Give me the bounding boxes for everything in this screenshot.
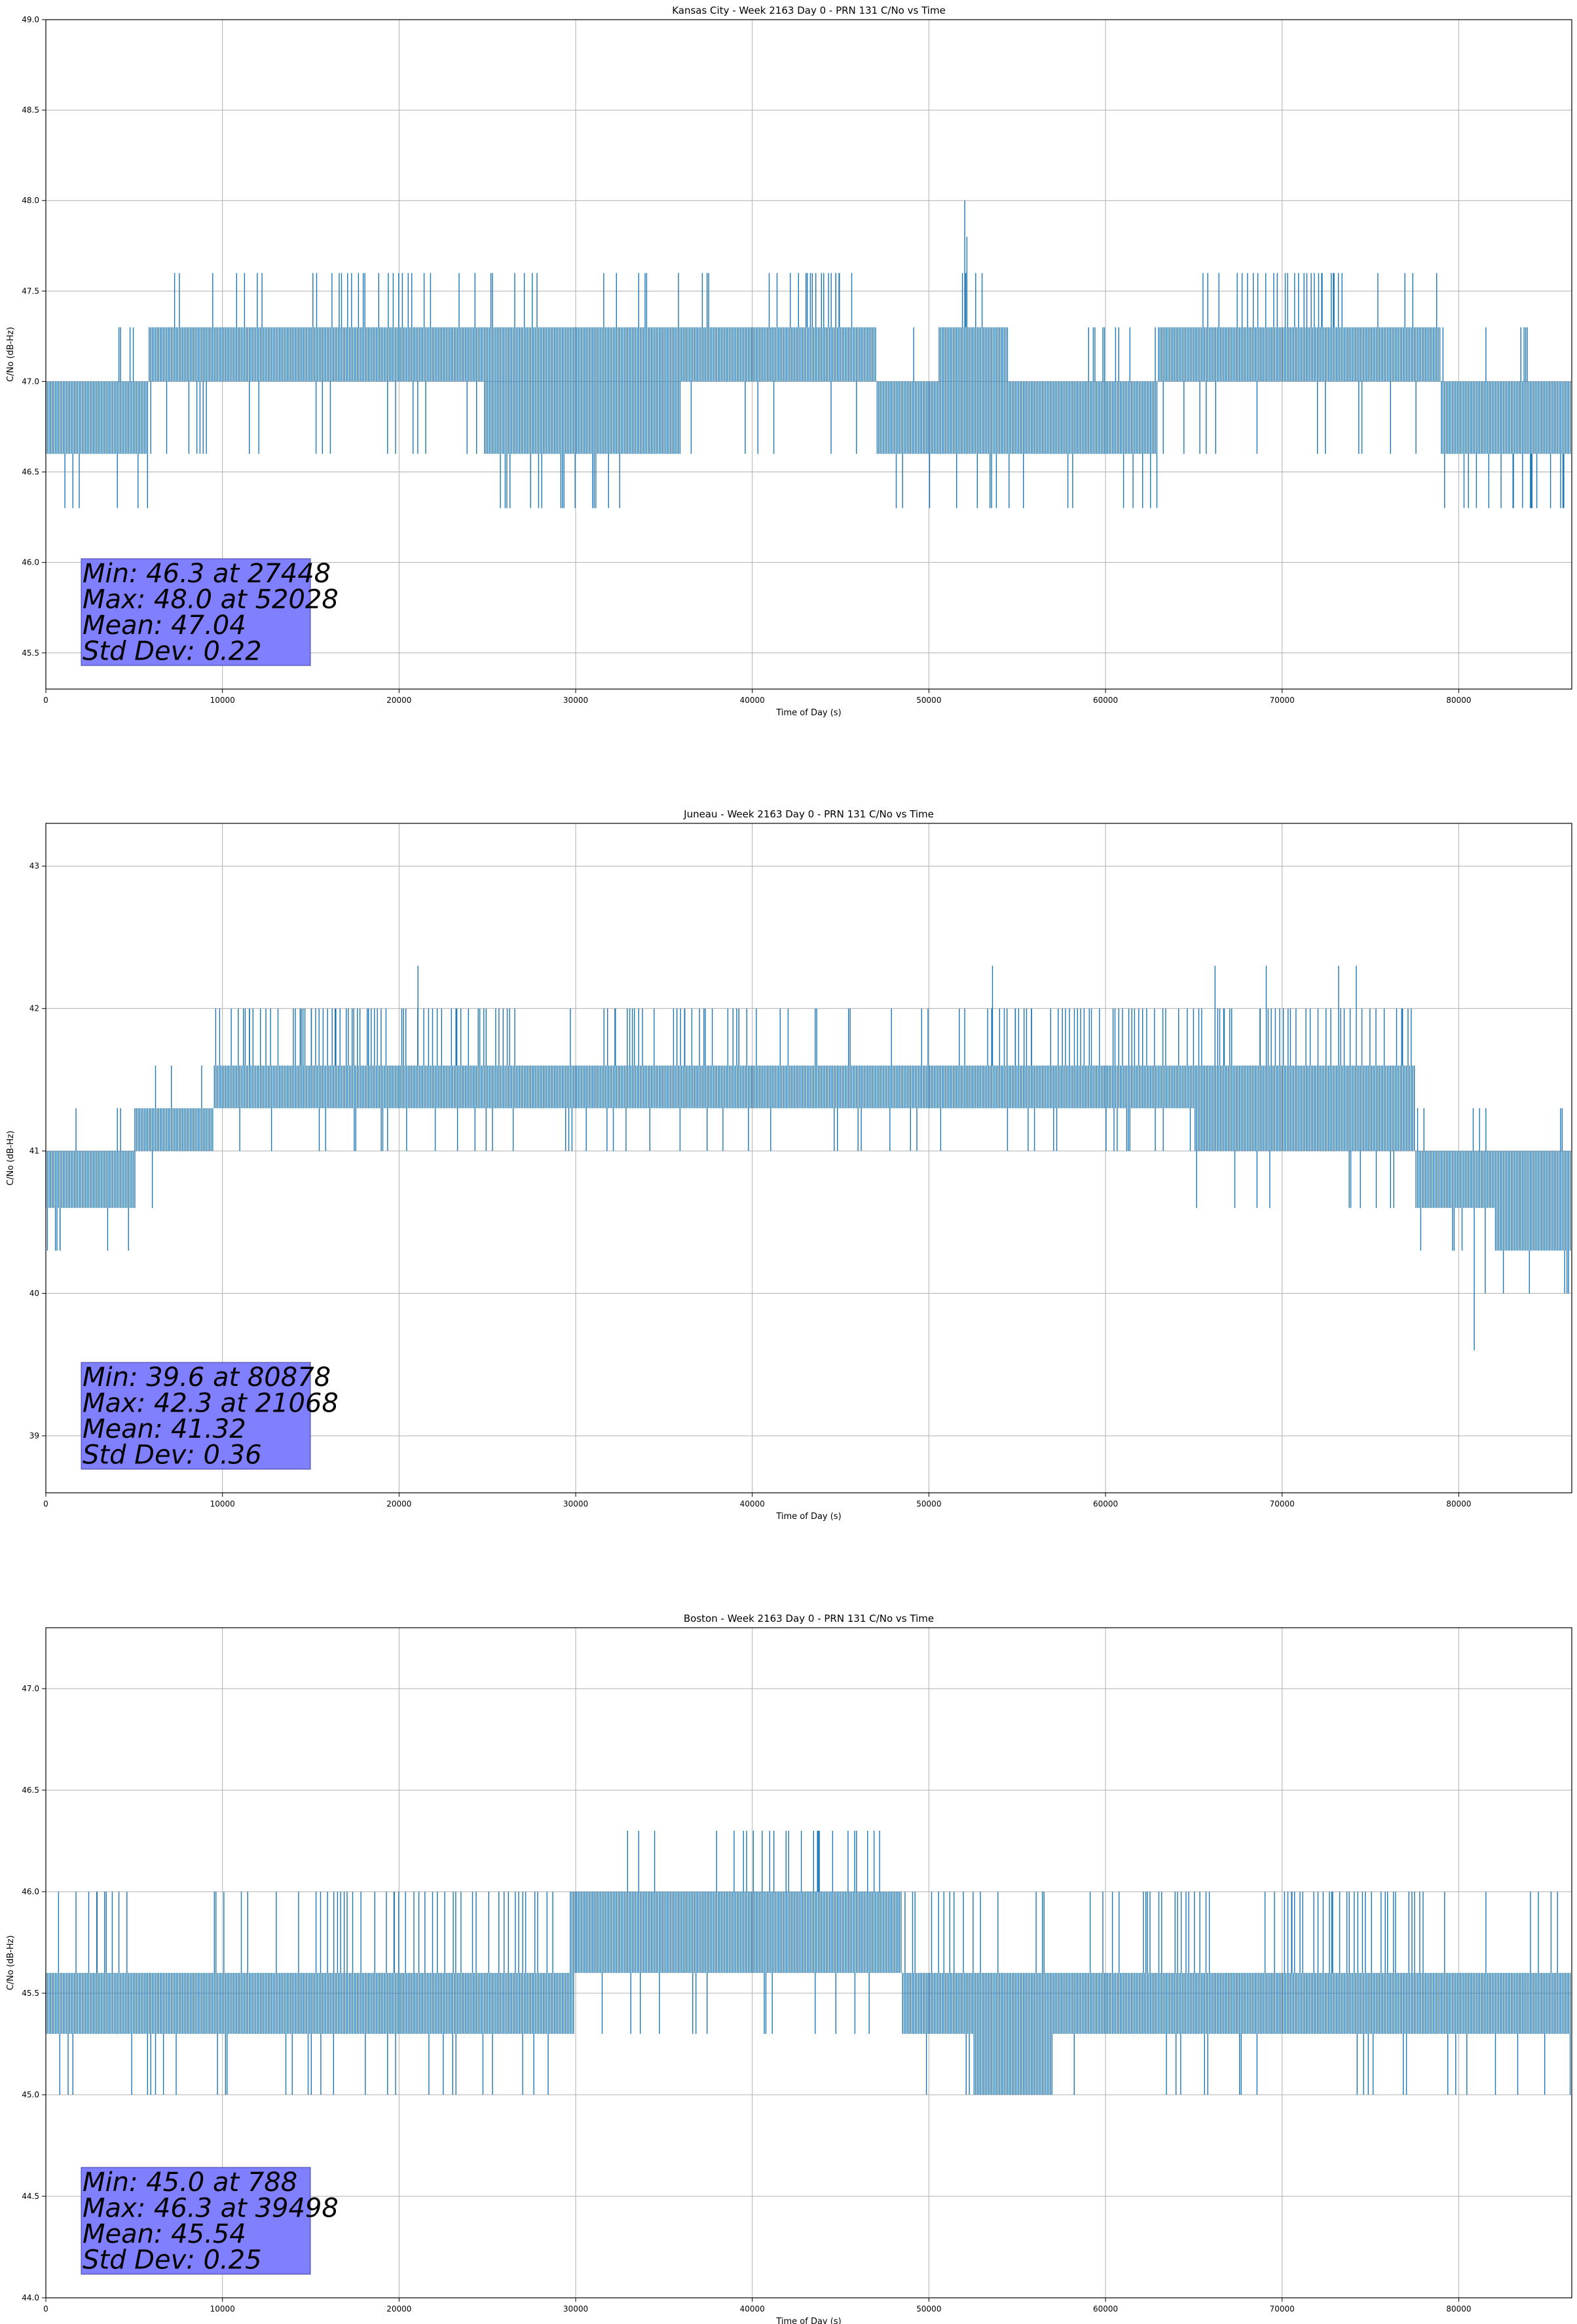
x-axis-label: Time of Day (s) [775,2317,841,2324]
x-tick-label: 30000 [563,2304,588,2314]
x-tick-label: 0 [43,696,48,705]
stats-line: Std Dev: 0.22 [83,637,262,667]
y-tick-label: 46.5 [22,468,39,477]
x-tick-label: 20000 [386,1499,411,1509]
x-tick-label: 0 [43,1499,48,1509]
x-tick-label: 30000 [563,1499,588,1509]
stats-line: Std Dev: 0.25 [83,2245,262,2276]
y-tick-label: 47.0 [22,1684,39,1693]
stats-line: Min: 46.3 at 27448 [83,559,331,589]
y-tick-label: 45.5 [22,1989,39,1998]
x-tick-label: 50000 [916,696,941,705]
y-tick-label: 48.5 [22,105,39,115]
x-axis-label: Time of Day (s) [775,708,841,718]
chart-2: 0 10000 20000 30000 40000 50000 60000 70000 8000… [6,1613,1572,2324]
stats-line: Mean: 41.32 [83,1414,246,1444]
y-axis-label: C/No (dB-Hz) [6,327,16,382]
y-tick-label: 40 [29,1289,39,1298]
x-tick-label: 40000 [740,1499,765,1509]
y-axis-label: C/No (dB-Hz) [6,1936,16,1991]
y-tick-label: 42 [29,1004,39,1013]
stats-line: Max: 46.3 at 39498 [83,2194,339,2224]
x-tick-label: 70000 [1270,1499,1295,1509]
y-tick-label: 49.0 [22,15,39,24]
x-tick-label: 70000 [1270,696,1295,705]
chart-1: 0 10000 20000 30000 40000 50000 60000 70000 8000… [6,808,1572,1522]
x-tick-label: 50000 [916,2304,941,2314]
stats-line: Mean: 47.04 [83,610,246,641]
stats-line: Min: 39.6 at 80878 [83,1362,331,1393]
x-tick-label: 80000 [1446,1499,1471,1509]
x-tick-label: 10000 [210,2304,235,2314]
x-tick-label: 0 [43,2304,48,2314]
x-tick-label: 40000 [740,696,765,705]
stats-line: Min: 45.0 at 788 [83,2167,297,2198]
x-tick-label: 60000 [1093,1499,1118,1509]
x-tick-label: 60000 [1093,2304,1118,2314]
stats-box [81,2167,311,2275]
x-tick-label: 50000 [916,1499,941,1509]
y-tick-label: 45.5 [22,648,39,658]
y-tick-label: 43 [29,861,39,871]
x-tick-label: 20000 [386,696,411,705]
y-tick-label: 39 [29,1431,39,1440]
stats-line: Std Dev: 0.36 [83,1440,262,1471]
y-tick-label: 47.5 [22,286,39,295]
x-tick-label: 20000 [386,2304,411,2314]
axes-frame [45,823,1572,1493]
x-tick-label: 70000 [1270,2304,1295,2314]
x-axis-label: Time of Day (s) [775,1512,841,1522]
stats-line: Mean: 45.54 [83,2219,246,2249]
y-tick-label: 47.0 [22,377,39,386]
chart-title: Juneau - Week 2163 Day 0 - PRN 131 C/No … [683,808,934,820]
x-tick-label: 80000 [1446,696,1471,705]
y-tick-label: 48.0 [22,196,39,205]
x-tick-label: 40000 [740,2304,765,2314]
x-tick-label: 80000 [1446,2304,1471,2314]
y-tick-label: 46.0 [22,558,39,567]
chart-title: Kansas City - Week 2163 Day 0 - PRN 131 … [672,5,946,16]
y-tick-label: 46.0 [22,1887,39,1896]
y-tick-label: 46.5 [22,1786,39,1795]
x-tick-label: 10000 [210,696,235,705]
x-tick-label: 10000 [210,1499,235,1509]
axes-frame [45,19,1572,690]
chart-title: Boston - Week 2163 Day 0 - PRN 131 C/No … [684,1613,934,1624]
y-tick-label: 44.0 [22,2293,39,2302]
stats-box [81,1362,311,1470]
stats-box [81,558,311,666]
stats-line: Max: 42.3 at 21068 [83,1389,339,1419]
axes-frame [45,1627,1572,2298]
y-axis-label: C/No (dB-Hz) [6,1131,16,1186]
y-tick-label: 41 [29,1146,39,1155]
chart-0: 0 10000 20000 30000 40000 50000 60000 70000 8000… [6,5,1572,718]
y-tick-label: 45.0 [22,2090,39,2099]
x-tick-label: 60000 [1093,696,1118,705]
stats-line: Max: 48.0 at 52028 [83,585,339,615]
x-tick-label: 30000 [563,696,588,705]
y-tick-label: 44.5 [22,2192,39,2201]
